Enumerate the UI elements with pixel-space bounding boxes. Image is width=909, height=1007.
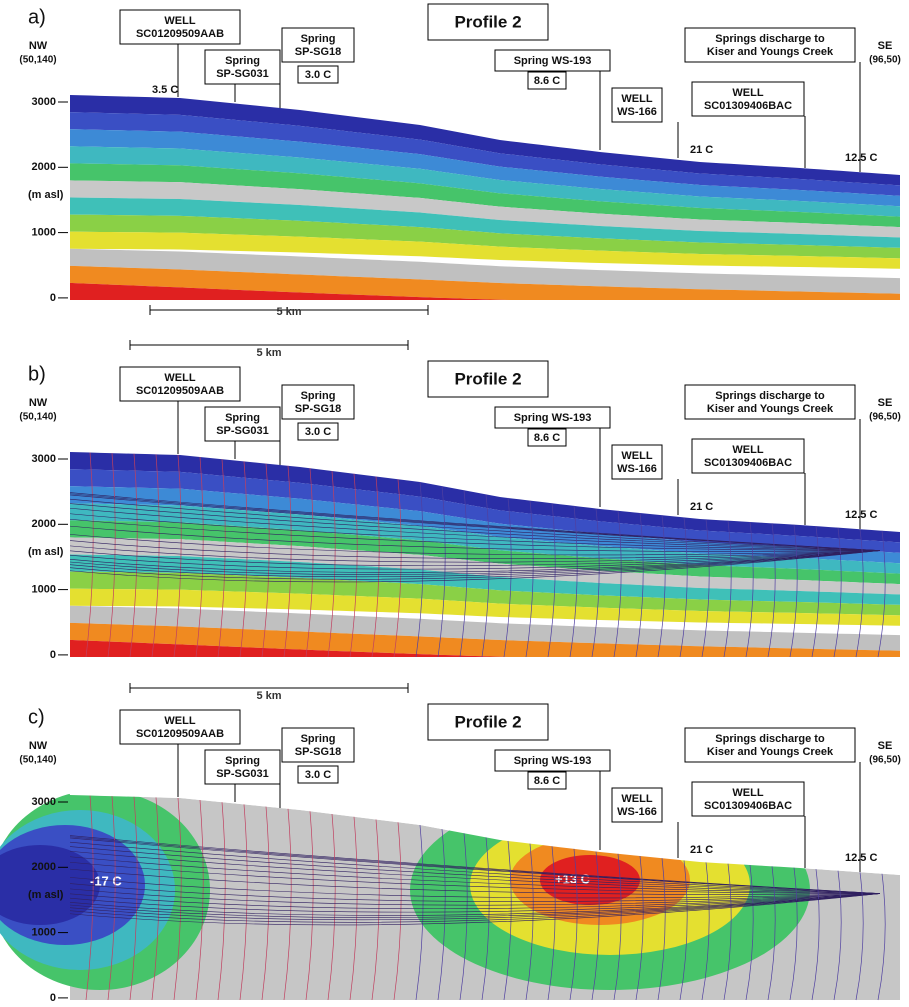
callout-text: SC01309406BAC: [704, 800, 792, 812]
callout-text: Kiser and Youngs Creek: [707, 746, 834, 758]
callout-text: Springs discharge to: [715, 390, 825, 402]
y-tick-label: 2000: [32, 861, 56, 873]
y-unit: (m asl): [28, 189, 64, 201]
callout-text: Spring: [301, 33, 336, 45]
callout-text: Spring: [225, 412, 260, 424]
nw-coord: (50,140): [19, 412, 56, 423]
nw: NW: [29, 397, 48, 409]
panel-label: a): [28, 6, 46, 28]
se-coord: (96,50): [869, 755, 901, 766]
callout-text: Kiser and Youngs Creek: [707, 403, 834, 415]
y-tick-label: 3000: [32, 796, 56, 808]
panel-label: c): [28, 706, 45, 728]
figure: a) Profile 2 NW (50,140) SE (96,50) (m asl) 300…: [0, 0, 909, 1007]
point-temp: 3.5 C: [152, 84, 178, 96]
temp: 3.0 C: [305, 769, 331, 781]
callout-text: Spring WS-193: [514, 755, 592, 767]
callout-text: SP-SG031: [216, 68, 269, 80]
callout-text: Spring WS-193: [514, 412, 592, 424]
callout-text: WS-166: [617, 806, 657, 818]
y-tick-label: 0: [50, 292, 56, 304]
y-tick-label: 1000: [32, 584, 56, 596]
y-tick-label: 1000: [32, 927, 56, 939]
panel: a) Profile 2 NW (50,140) SE (96,50) (m asl) 300…: [19, 4, 900, 318]
panel: -17 C+13 Cc)Profile 2NW(50,140)SE(96,50)…: [0, 683, 909, 1004]
point-temp: 21 C: [690, 501, 713, 513]
callout-text: SP-SG18: [295, 403, 341, 415]
callout-text: SC01209509AAB: [136, 385, 224, 397]
callout-text: Spring WS-193: [514, 55, 592, 67]
nw-coord: (50,140): [19, 755, 56, 766]
nw: NW: [29, 740, 48, 752]
callout-text: WELL: [732, 787, 763, 799]
callout-text: SC01309406BAC: [704, 457, 792, 469]
temp: 3.0 C: [305, 426, 331, 438]
point-temp: 12.5 C: [845, 509, 877, 521]
panel: b) Profile 2 NW (50,140) SE (96,50) (m asl) 300…: [19, 340, 900, 661]
nw: NW: [29, 40, 48, 52]
y-tick-label: 0: [50, 649, 56, 661]
y-tick-label: 3000: [32, 96, 56, 108]
callout-text: SP-SG18: [295, 746, 341, 758]
panel-label: b): [28, 363, 46, 385]
point-temp: 12.5 C: [845, 152, 877, 164]
nw-coord: (50,140): [19, 55, 56, 66]
point-temp: 12.5 C: [845, 852, 877, 864]
callout-text: WELL: [164, 372, 195, 384]
temp: 3.0 C: [305, 69, 331, 81]
callout-text: Springs discharge to: [715, 33, 825, 45]
temp: 8.6 C: [534, 775, 560, 787]
y-tick-label: 1000: [32, 227, 56, 239]
callout-text: Springs discharge to: [715, 733, 825, 745]
callout-text: Kiser and Youngs Creek: [707, 46, 834, 58]
callout-text: SP-SG031: [216, 425, 269, 437]
scale-label: 5 km: [276, 306, 301, 318]
title: Profile 2: [454, 12, 521, 31]
callout-text: SP-SG031: [216, 768, 269, 780]
callout-text: WELL: [164, 15, 195, 27]
se: SE: [878, 397, 893, 409]
y-unit: (m asl): [28, 889, 64, 901]
callout-text: WELL: [164, 715, 195, 727]
point-temp: 21 C: [690, 844, 713, 856]
y-tick-label: 0: [50, 992, 56, 1004]
callout-text: Spring: [225, 55, 260, 67]
callout-text: WELL: [621, 793, 652, 805]
callout-text: WS-166: [617, 463, 657, 475]
scale-label: 5 km: [256, 347, 281, 359]
callout-text: Spring: [225, 755, 260, 767]
se-coord: (96,50): [869, 55, 901, 66]
callout-text: WELL: [621, 450, 652, 462]
scale-label: 5 km: [256, 690, 281, 702]
y-unit: (m asl): [28, 546, 64, 558]
point-temp: 21 C: [690, 144, 713, 156]
title: Profile 2: [454, 712, 521, 731]
callout-text: SP-SG18: [295, 46, 341, 58]
y-tick-label: 2000: [32, 518, 56, 530]
callout-text: SC01309406BAC: [704, 100, 792, 112]
se: SE: [878, 40, 893, 52]
callout-text: WELL: [621, 93, 652, 105]
callout-text: Spring: [301, 390, 336, 402]
callout-text: WELL: [732, 444, 763, 456]
temp: 8.6 C: [534, 75, 560, 87]
y-tick-label: 2000: [32, 161, 56, 173]
title: Profile 2: [454, 369, 521, 388]
callout-text: SC01209509AAB: [136, 28, 224, 40]
se: SE: [878, 740, 893, 752]
callout-text: SC01209509AAB: [136, 728, 224, 740]
y-tick-label: 3000: [32, 453, 56, 465]
temp: 8.6 C: [534, 432, 560, 444]
callout-text: Spring: [301, 733, 336, 745]
callout-text: WS-166: [617, 106, 657, 118]
se-coord: (96,50): [869, 412, 901, 423]
zone-temp: -17 C: [90, 873, 122, 888]
callout-text: WELL: [732, 87, 763, 99]
